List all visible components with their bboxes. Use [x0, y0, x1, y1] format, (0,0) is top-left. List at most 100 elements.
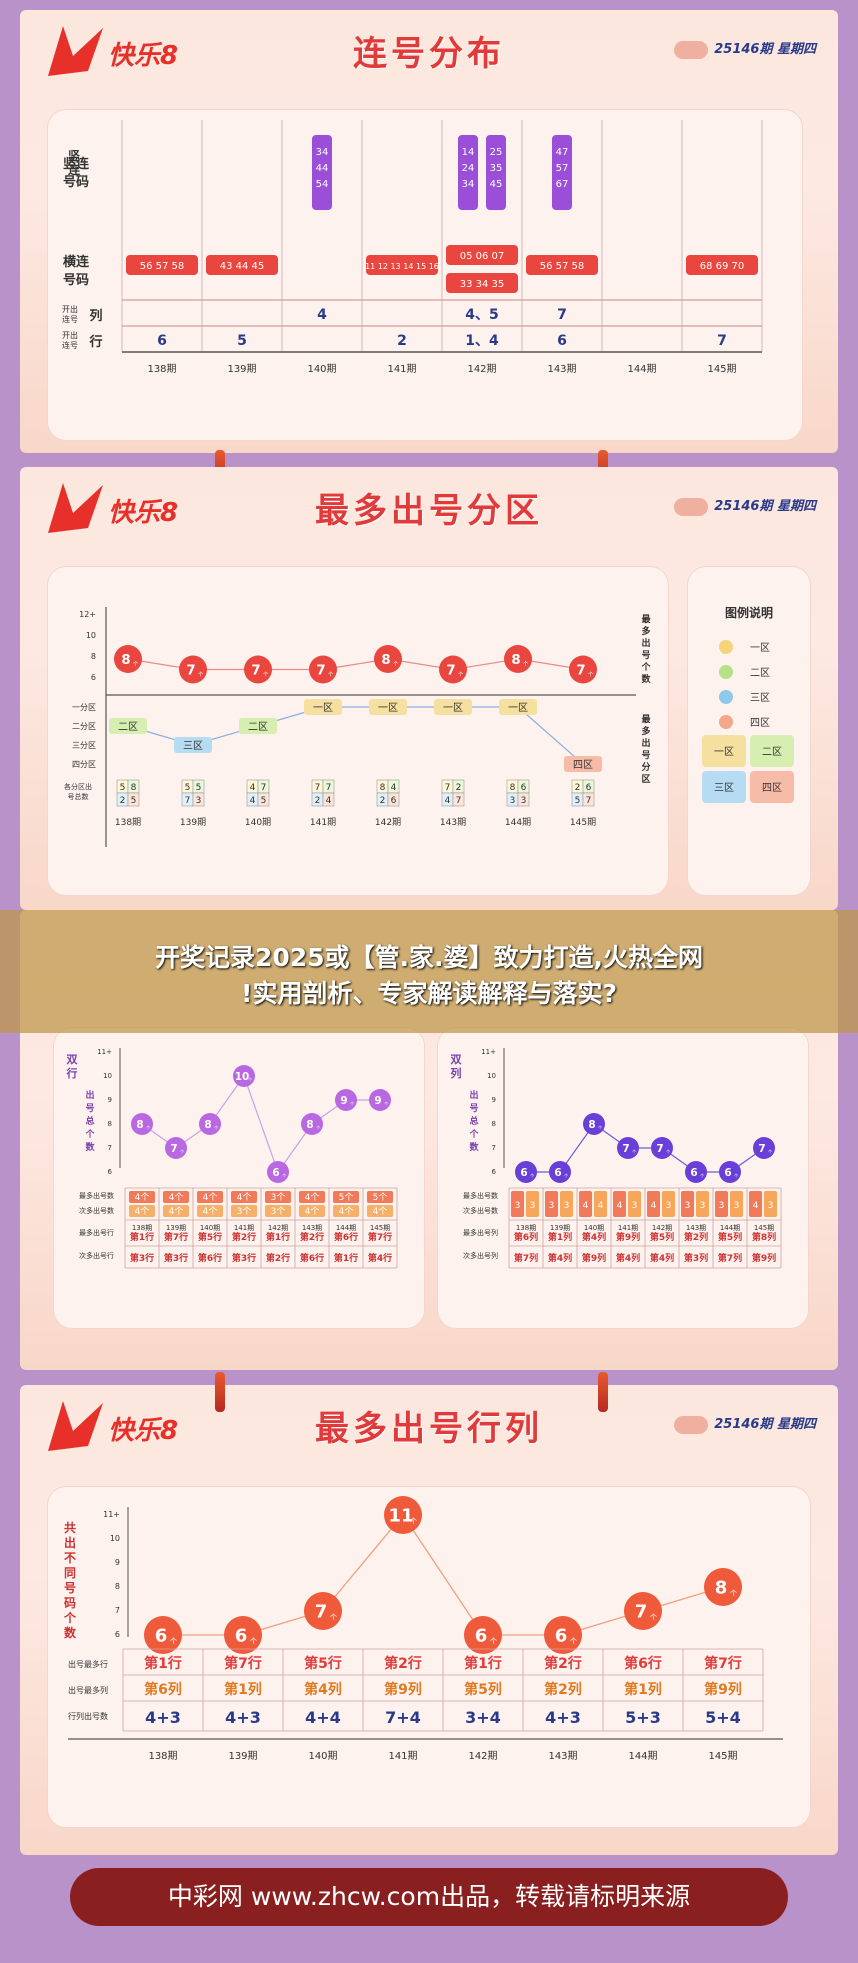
y-tick: 9 — [108, 1096, 112, 1104]
most-row-value: 第7行 — [704, 1655, 742, 1672]
zone-axis-label: 号 — [641, 750, 650, 761]
most-col-value: 第9列 — [384, 1681, 422, 1698]
value-point-unit: 个 — [328, 671, 334, 678]
most-row-value: 第2行 — [384, 1655, 422, 1672]
zone-count-value: 2 — [575, 783, 581, 793]
second-line-value: 第3行 — [232, 1252, 256, 1264]
zone-marker — [564, 756, 602, 772]
zone-count-value: 2 — [456, 783, 462, 793]
y-tick: 6 — [115, 1630, 120, 1639]
y-label: 码 — [64, 1596, 76, 1610]
value-point-marker — [165, 1137, 187, 1159]
value-point-label: 6 — [690, 1167, 697, 1179]
zone-count-cell — [387, 792, 400, 807]
zone-count-value: 7 — [315, 783, 321, 793]
legend-tile — [702, 735, 746, 767]
value-point-label: 9 — [340, 1095, 347, 1107]
zone-count-cell — [322, 792, 335, 807]
second-line-value: 第4列 — [548, 1252, 572, 1264]
zone-count-value: 7 — [185, 796, 191, 806]
value-point-marker — [617, 1137, 639, 1159]
rowcol-value: 4+4 — [305, 1708, 341, 1727]
horizontal-bar — [206, 255, 278, 275]
second-box — [231, 1205, 257, 1217]
y-label: 最 — [641, 613, 651, 625]
zone-count-cell — [452, 792, 465, 807]
value-point-unit: 个 — [458, 671, 464, 678]
second-label: 次多出号数 — [79, 1206, 114, 1215]
pair-box — [594, 1191, 607, 1217]
most-line-value: 第5行 — [198, 1231, 222, 1243]
value-point-label: 6 — [475, 1626, 488, 1647]
pair-value: 3 — [666, 1201, 672, 1211]
zone-count-value: 5 — [261, 796, 267, 806]
pair-box — [730, 1191, 743, 1217]
zone-label: 一区 — [378, 702, 398, 714]
vertical-number: 24 — [462, 163, 475, 174]
value-point-label: 9 — [374, 1095, 381, 1107]
zone-count-value: 8 — [510, 783, 516, 793]
horizontal-number: 56 57 58 — [540, 261, 585, 272]
second-value: 4个 — [373, 1206, 388, 1217]
second-value: 4个 — [203, 1206, 218, 1217]
zone-count-value: 4 — [445, 796, 451, 806]
most-value: 4个 — [237, 1192, 252, 1203]
period-tick: 144期 — [505, 817, 531, 828]
rowcol-value: 4+3 — [225, 1708, 261, 1727]
vertical-number: 67 — [556, 179, 569, 190]
zone-count-value: 6 — [521, 783, 527, 793]
overlay-line2: !实用剖析、专家解读解释与落实? — [241, 979, 617, 1008]
value-point-unit: 个 — [170, 1637, 177, 1646]
most-col-value: 第5列 — [464, 1681, 502, 1698]
period-tick: 145期 — [707, 363, 736, 375]
pair-value: 4 — [617, 1201, 623, 1211]
legend-swatch — [719, 690, 733, 704]
value-point-unit: 个 — [133, 660, 139, 667]
zone-marker — [499, 699, 537, 715]
most-box — [265, 1191, 291, 1203]
most-value: 3个 — [271, 1192, 286, 1203]
value-point-label: 7 — [186, 663, 195, 678]
zone-marker — [434, 699, 472, 715]
most-box — [197, 1191, 223, 1203]
zone-tick: 一分区 — [72, 703, 96, 712]
zone-marker — [369, 699, 407, 715]
rowcol-value: 5+4 — [705, 1708, 741, 1727]
zone-axis-label: 分 — [641, 761, 650, 773]
y-tick: 11+ — [103, 1510, 120, 1519]
value-point-label: 7 — [635, 1602, 648, 1623]
second-line-value: 第6行 — [198, 1252, 222, 1264]
value-point-unit: 个 — [632, 1149, 637, 1154]
most-value: 4个 — [203, 1192, 218, 1203]
second-label: 次多出号数 — [463, 1206, 498, 1215]
value-point-unit: 个 — [330, 1613, 337, 1622]
clip-icon — [215, 1372, 225, 1412]
panel-rowcol: 快乐8 最多出号行列 25146期 星期四 11+ 10 9 8 7 6 共出不同号码个数 6… — [20, 1385, 838, 1855]
most-label: 最多出号数 — [79, 1191, 114, 1200]
row-label-row: 连号 — [62, 340, 78, 350]
zone-marker — [304, 699, 342, 715]
value-point-marker — [549, 1161, 571, 1183]
most-row-value: 第1行 — [464, 1655, 502, 1672]
value-point-unit: 个 — [393, 660, 399, 667]
value-point-marker — [651, 1137, 673, 1159]
row-label-col: 连号 — [62, 314, 78, 324]
value-point-unit: 个 — [384, 1101, 389, 1106]
y-label: 个 — [468, 1128, 479, 1140]
y-label: 不 — [64, 1551, 76, 1565]
horizontal-bar — [446, 273, 518, 293]
row-label-horizontal: 号码 — [63, 273, 89, 288]
zone-marker — [239, 718, 277, 734]
most-line-value: 第6行 — [334, 1231, 358, 1243]
y-tick: 7 — [115, 1606, 120, 1615]
most-box — [163, 1191, 189, 1203]
zone-label: 二区 — [248, 721, 268, 733]
period-tick: 140期 — [245, 817, 271, 828]
horizontal-number: 68 69 70 — [700, 261, 745, 272]
pair-box — [511, 1191, 524, 1217]
rowcol-value: 4+3 — [145, 1708, 181, 1727]
value-point-label: 6 — [155, 1626, 168, 1647]
period-tick: 145期 — [570, 817, 596, 828]
period-tick: 138期 — [115, 817, 141, 828]
